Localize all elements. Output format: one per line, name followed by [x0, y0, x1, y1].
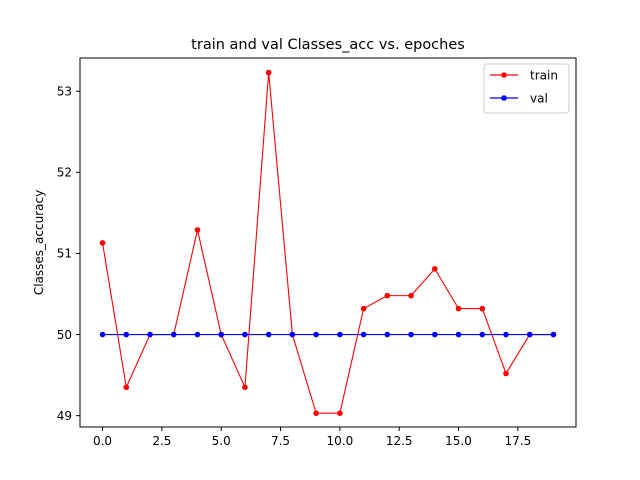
x-tick-label: 12.5 [386, 434, 413, 448]
x-tick-label: 15.0 [445, 434, 472, 448]
series-val [99, 331, 557, 338]
y-axis-label: Classes_accuracy [32, 190, 46, 295]
data-point-train [313, 410, 319, 417]
data-point-train [503, 370, 509, 377]
data-point-train [265, 69, 272, 76]
data-point-val [123, 331, 130, 338]
legend-label-train: train [530, 69, 558, 83]
data-point-val [194, 331, 201, 338]
data-point-train [431, 266, 438, 272]
legend-train-marker [501, 72, 507, 78]
plot-area [99, 69, 557, 417]
x-tick-label: 10.0 [327, 434, 354, 448]
data-point-train [479, 305, 486, 312]
chart-title: train and val Classes_acc vs. epoches [191, 37, 465, 53]
data-point-train [242, 384, 248, 391]
data-point-train [337, 410, 343, 417]
x-tick-label: 2.5 [152, 434, 171, 448]
data-point-val [431, 331, 438, 338]
legend-val-marker [501, 95, 507, 101]
x-tick-label: 0.0 [93, 434, 112, 448]
series-line-train [102, 72, 554, 414]
data-point-val [550, 331, 557, 338]
data-point-val [218, 331, 225, 338]
y-tick-label: 50 [57, 328, 72, 342]
data-point-val [503, 331, 509, 338]
y-tick-label: 52 [57, 166, 72, 180]
data-point-val [479, 331, 486, 338]
x-tick-label: 7.5 [271, 434, 290, 448]
data-point-train [408, 292, 414, 299]
data-point-val [242, 331, 248, 338]
data-point-val [526, 331, 533, 338]
data-point-val [313, 331, 319, 338]
data-point-val [360, 331, 367, 338]
data-point-val [408, 331, 414, 338]
data-point-train [194, 227, 201, 233]
data-point-val [147, 331, 153, 338]
data-point-val [337, 331, 343, 338]
data-point-val [455, 331, 462, 338]
axes-frame [79, 57, 577, 428]
y-tick-label: 49 [57, 409, 72, 423]
data-point-val [384, 331, 391, 338]
data-point-train [360, 305, 367, 312]
y-axis: 49 50 51 52 53 [57, 85, 80, 423]
data-point-train [123, 384, 130, 391]
y-tick-label: 51 [57, 247, 72, 261]
x-tick-label: 17.5 [504, 434, 531, 448]
x-tick-label: 5.0 [212, 434, 231, 448]
data-point-val [289, 331, 296, 338]
data-point-val [99, 331, 106, 338]
data-point-train [99, 240, 106, 246]
data-point-train [384, 292, 391, 299]
data-point-train [455, 305, 462, 312]
data-point-val [170, 331, 177, 338]
legend-label-val: val [530, 92, 548, 106]
legend: train val [483, 63, 570, 114]
y-tick-label: 53 [57, 85, 72, 99]
data-point-val [265, 331, 272, 338]
x-axis: 0.0 2.5 5.0 7.5 10.0 12.5 15.0 17.5 [93, 427, 531, 448]
